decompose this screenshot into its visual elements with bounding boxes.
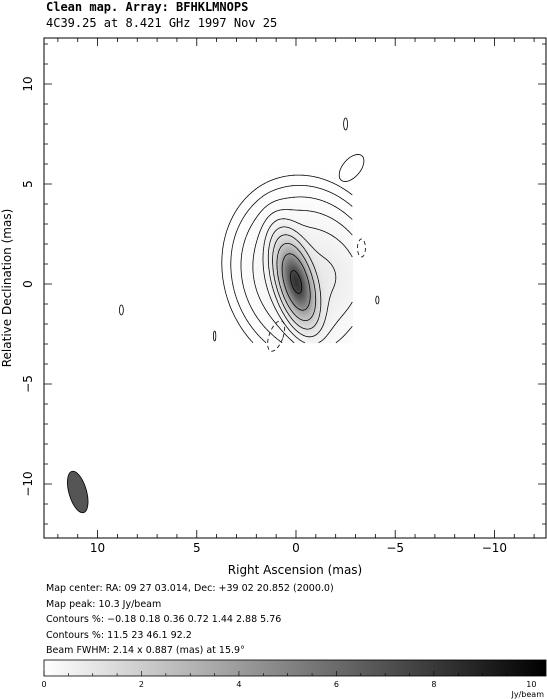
contours-info-1: Contours %: −0.18 0.18 0.36 0.72 1.44 2.… <box>46 614 282 625</box>
y-tick-label: −5 <box>21 375 35 393</box>
y-tick-label: −10 <box>21 471 35 496</box>
x-tick-label: 0 <box>292 541 300 555</box>
y-tick-label: 5 <box>21 180 35 188</box>
axis-labels: 10 5 0 −5 −10 −10 −5 0 5 10 Right Ascension (mas) R… <box>0 76 507 577</box>
x-tick-label: −10 <box>482 541 507 555</box>
map-peak-info: Map peak: 10.3 Jy/beam <box>46 599 162 610</box>
contours-info-2: Contours %: 11.5 23 46.1 92.2 <box>46 630 192 641</box>
positive-contours <box>221 174 353 344</box>
colorbar-tick-label: 2 <box>139 680 144 689</box>
colorbar-ticks <box>43 671 532 676</box>
weak-island-0 <box>338 154 365 182</box>
colorbar-tick-label: 10 <box>526 680 536 689</box>
weak-island-2 <box>375 295 380 305</box>
colorbar-tick-label: 8 <box>431 680 436 689</box>
colorbar-bar <box>43 659 547 677</box>
y-tick-label: 10 <box>21 76 35 91</box>
colorbar-tick-label: 6 <box>334 680 339 689</box>
contour-level-1 <box>230 185 353 344</box>
weak-island-3 <box>118 304 124 316</box>
contour-level-7 <box>276 243 317 321</box>
plot-frame <box>43 37 547 539</box>
contour-level-0 <box>221 174 353 344</box>
y-axis-label: Relative Declination (mas) <box>0 209 14 368</box>
contour-level-3 <box>252 209 353 344</box>
x-tick-label: 10 <box>90 541 105 555</box>
colorbar-tick-label: 0 <box>41 680 46 689</box>
contour-level-2 <box>240 196 353 344</box>
contour-level-6 <box>272 234 322 330</box>
beam-ellipse <box>67 470 89 514</box>
negative-contour-1 <box>357 238 366 258</box>
weak-island-4 <box>213 330 217 342</box>
contour-level-8 <box>281 253 311 311</box>
negative-contours <box>267 238 366 352</box>
map-field <box>67 117 380 514</box>
x-axis-label: Right Ascension (mas) <box>228 563 362 577</box>
contour-level-4 <box>262 218 353 344</box>
axis-ticks <box>44 38 546 538</box>
source-title: 4C39.25 at 8.421 GHz 1997 Nov 25 <box>46 16 278 30</box>
contour-level-9 <box>290 270 303 294</box>
intensity-image <box>176 168 353 344</box>
weak-islands <box>118 117 380 342</box>
beam-info: Beam FWHM: 2.14 x 0.887 (mas) at 15.9° <box>46 645 245 656</box>
colorbar-unit: Jy/beam <box>511 690 545 699</box>
map-type-title: Clean map. Array: BFHKLMNOPS <box>46 0 249 14</box>
colorbar-tick-label: 4 <box>236 680 241 689</box>
weak-island-1 <box>343 117 348 131</box>
y-tick-label: 0 <box>21 280 35 288</box>
contour-level-5 <box>267 226 337 338</box>
tick-marks <box>44 38 546 538</box>
x-tick-label: −5 <box>386 541 404 555</box>
negative-contour-0 <box>267 320 286 352</box>
x-tick-label: 5 <box>193 541 201 555</box>
map-center-info: Map center: RA: 09 27 03.014, Dec: +39 0… <box>46 583 334 594</box>
